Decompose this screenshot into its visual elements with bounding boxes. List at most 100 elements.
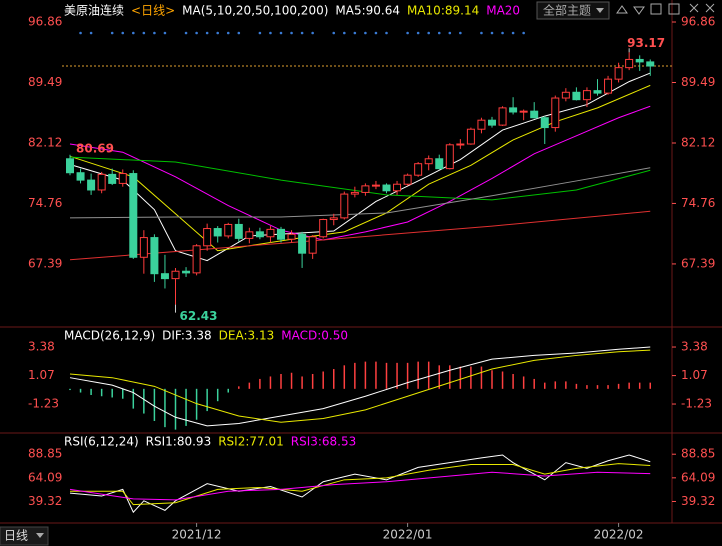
candle-body [203,228,212,247]
legend-entry: MACD:0.50 [281,329,348,343]
y-tick-label: 82.12 [681,136,715,150]
signal-dot [290,31,293,35]
candle-body [488,119,496,126]
y-tick-label: 67.39 [681,256,715,270]
signal-dot [79,31,82,35]
legend-entry: DEA:3.13 [219,329,275,343]
signal-dot [269,31,272,35]
indicator-line [69,72,651,262]
dropdown-arrow[interactable] [596,8,604,13]
signal-dot [184,31,188,35]
minus-icon[interactable] [668,3,680,15]
candle-body [519,110,528,113]
y-tick-label: 67.39 [28,256,62,270]
candle-body [393,183,402,192]
signal-dot [332,31,336,35]
period-label[interactable]: 日线 [4,529,28,543]
low-label: 62.43 [180,309,218,323]
candle-body [561,91,570,99]
candle-body [540,117,549,129]
signal-dot [153,31,156,35]
candle-body [139,237,148,258]
signal-dot [490,31,494,35]
indicator-line [69,471,651,501]
signal-dot [480,31,483,35]
candle-body [160,273,169,280]
candle-body [456,143,465,146]
candle-body [614,67,623,80]
candle-body [435,158,444,170]
first-high-label: 80.69 [76,141,114,155]
y-tick-label: 88.85 [681,447,715,461]
candle-body [477,119,486,130]
dropdown-label[interactable]: 全部主题 [543,3,591,18]
signal-dot [121,31,125,35]
candle-body [371,184,380,187]
candle-body [319,219,328,238]
candle-body [582,90,591,101]
period-box[interactable] [0,526,49,546]
signal-dot [163,31,167,35]
legend-entry: RSI3:68.53 [291,435,357,449]
toolbar [616,3,715,15]
add-icon[interactable] [650,3,662,15]
candle-body [255,231,264,238]
y-tick-label: -1.23 [681,397,712,411]
candle-body [403,174,412,185]
legend-entry: RSI2:77.01 [218,435,284,449]
candle-body [329,217,338,221]
up-icon[interactable] [616,5,628,14]
y-tick-label: 1.07 [681,368,708,382]
y-tick-label: 74.76 [28,196,62,210]
signal-dot [437,31,441,35]
candle-body [646,61,655,67]
signal-dot [501,31,504,35]
candle-body [287,233,296,240]
signal-dot [364,31,367,35]
y-tick-label: 39.32 [28,494,62,508]
indicator-line [69,210,651,261]
down-icon[interactable] [633,6,645,15]
settings-icon[interactable] [689,3,699,13]
candle-body [340,193,349,219]
x-tick-label: 2022/02 [594,528,644,542]
candle-body [245,231,254,239]
indicator-line [69,156,651,201]
candle-body [414,163,423,176]
candle-body [308,236,317,254]
legend-entry: RSI1:80.93 [146,435,212,449]
indicator-label: RSI(6,12,24) [64,435,139,449]
period-button[interactable]: 日线 [0,526,49,546]
period-arrow[interactable] [36,533,44,538]
signal-dot [110,31,114,35]
candle-body [266,228,275,238]
signal-dot [237,31,241,35]
candle-body [234,223,243,239]
y-tick-label: 89.49 [681,75,715,89]
candle-body [76,172,85,181]
candle-body [593,90,602,94]
candle-body [498,107,507,126]
close-icon[interactable] [705,3,715,13]
signal-dot [258,31,262,35]
legend-entry: MA5:90.64 [335,4,400,18]
y-tick-label: 89.49 [28,75,62,89]
candle-body [277,228,285,240]
signal-dot [353,31,357,35]
candle-body [466,128,475,145]
indicator-line [70,463,651,506]
y-tick-label: 96.86 [28,15,62,29]
y-tick-label: 3.38 [681,340,708,354]
dropdown-box[interactable] [536,1,610,20]
candle-body [424,158,433,165]
y-tick-label: 3.38 [28,340,55,354]
theme-dropdown[interactable]: 全部主题 [536,1,610,20]
indicator-line [69,346,651,427]
indicator-line [69,105,651,241]
candle-body [530,110,539,119]
candle-body [604,78,613,94]
legend-entry: MA20 [486,4,520,18]
signal-dot [459,31,462,35]
